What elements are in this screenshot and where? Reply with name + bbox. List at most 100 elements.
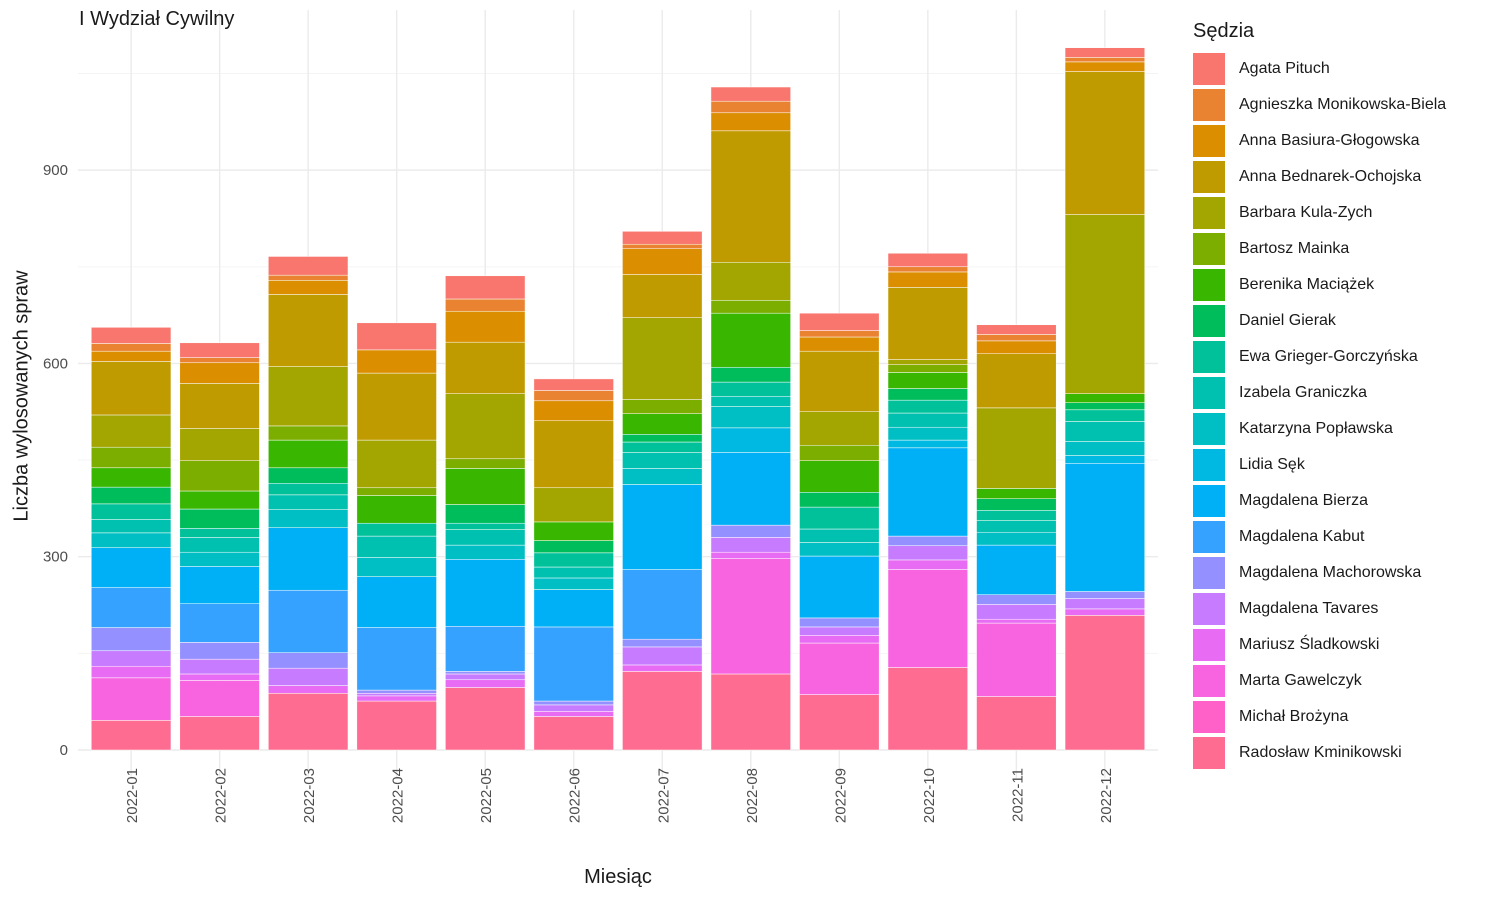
bar-segment xyxy=(976,520,1057,533)
legend-item: Bartosz Mainka xyxy=(1193,231,1446,267)
legend-label: Barbara Kula-Zych xyxy=(1239,204,1373,221)
bar-segment xyxy=(887,271,968,288)
bar-segment xyxy=(179,603,260,643)
x-tick-label: 2022-07 xyxy=(655,768,672,823)
bar-segment xyxy=(1064,57,1145,63)
bar-segment xyxy=(179,680,260,717)
bar-segment xyxy=(799,312,880,331)
bar-segment xyxy=(710,427,791,453)
bar-segment xyxy=(268,483,349,496)
bar-segment xyxy=(887,399,968,414)
bar-segment xyxy=(179,658,260,675)
bar-segment xyxy=(91,327,172,344)
bar-segment xyxy=(91,343,172,352)
bar-stack-2022-02 xyxy=(179,342,260,751)
bar-segment xyxy=(1064,47,1145,58)
bar-segment xyxy=(887,388,968,401)
legend-items: Agata Pituch Agnieszka Monikowska-Biela An… xyxy=(1193,51,1446,771)
bar-segment xyxy=(887,569,968,668)
bar-segment xyxy=(710,537,791,553)
bar-segment xyxy=(445,544,526,560)
bar-segment xyxy=(887,412,968,428)
bar-stack-2022-07 xyxy=(622,231,703,751)
bar-segment xyxy=(533,521,614,541)
bar-segment xyxy=(445,679,526,688)
bar-segment xyxy=(91,467,172,488)
legend-swatch xyxy=(1193,485,1225,517)
legend-swatch xyxy=(1193,521,1225,553)
bar-segment xyxy=(268,685,349,694)
legend-label: Michał Brożyna xyxy=(1239,708,1349,725)
legend-item: Barbara Kula-Zych xyxy=(1193,195,1446,231)
bar-segment xyxy=(799,635,880,644)
bar-stack-2022-06 xyxy=(533,378,614,751)
y-tick-label: 0 xyxy=(60,742,68,759)
bar-segment xyxy=(622,243,703,249)
legend-swatch xyxy=(1193,557,1225,589)
bar-segment xyxy=(799,528,880,543)
bar-segment xyxy=(268,467,349,484)
legend-label: Ewa Grieger-Gorczyńska xyxy=(1239,348,1418,365)
bar-segment xyxy=(356,372,437,441)
bar-segment xyxy=(179,528,260,538)
legend-swatch xyxy=(1193,89,1225,121)
bar-segment xyxy=(1064,615,1145,751)
bar-segment xyxy=(268,280,349,295)
x-tick-label: 2022-09 xyxy=(832,768,849,823)
x-tick-label: 2022-02 xyxy=(213,768,230,823)
x-tick-label: 2022-08 xyxy=(744,768,761,823)
bar-segment xyxy=(976,510,1057,521)
bar-segment xyxy=(710,300,791,314)
bar-segment xyxy=(1064,598,1145,610)
bar-segment xyxy=(356,627,437,691)
bar-segment xyxy=(179,362,260,384)
bar-segment xyxy=(710,367,791,383)
legend-item: Radosław Kminikowski xyxy=(1193,735,1446,771)
bar-segment xyxy=(710,524,791,538)
bar-segment xyxy=(799,411,880,446)
bar-segment xyxy=(179,716,260,751)
bar-segment xyxy=(268,366,349,427)
bar-stack-2022-04 xyxy=(356,322,437,751)
bar-segment xyxy=(268,439,349,469)
bar-segment xyxy=(710,673,791,751)
bar-segment xyxy=(976,594,1057,605)
bar-segment xyxy=(533,589,614,628)
legend-swatch xyxy=(1193,377,1225,409)
bar-segment xyxy=(91,532,172,548)
bar-segment xyxy=(533,400,614,422)
y-tick-label: 600 xyxy=(43,355,68,372)
bar-segment xyxy=(887,535,968,547)
bar-stack-2022-05 xyxy=(445,275,526,751)
legend-label: Marta Gawelczyk xyxy=(1239,672,1362,689)
bar-segment xyxy=(622,569,703,640)
x-tick-label: 2022-12 xyxy=(1098,768,1115,823)
legend-item: Magdalena Kabut xyxy=(1193,519,1446,555)
bar-segment xyxy=(710,130,791,263)
bar-segment xyxy=(268,693,349,751)
bar-segment xyxy=(1064,591,1145,599)
bar-segment xyxy=(976,604,1057,620)
bar-segment xyxy=(887,559,968,570)
bar-segment xyxy=(179,490,260,510)
legend-swatch xyxy=(1193,125,1225,157)
bar-segment xyxy=(445,522,526,530)
bar-segment xyxy=(976,488,1057,499)
bar-segment xyxy=(1064,421,1145,442)
bar-segment xyxy=(179,342,260,358)
bar-segment xyxy=(179,566,260,604)
bar-segment xyxy=(887,372,968,389)
bar-stack-2022-03 xyxy=(268,256,349,751)
bar-segment xyxy=(976,353,1057,409)
bar-segment xyxy=(1064,441,1145,456)
bar-segment xyxy=(887,266,968,273)
bar-segment xyxy=(799,542,880,557)
legend-label: Agata Pituch xyxy=(1239,60,1330,77)
legend-item: Magdalena Bierza xyxy=(1193,483,1446,519)
bar-segment xyxy=(622,274,703,318)
bar-segment xyxy=(1064,402,1145,411)
bar-segment xyxy=(1064,608,1145,616)
legend-item: Mariusz Śladkowski xyxy=(1193,627,1446,663)
bar-segment xyxy=(622,317,703,400)
bar-stack-2022-08 xyxy=(710,86,791,751)
